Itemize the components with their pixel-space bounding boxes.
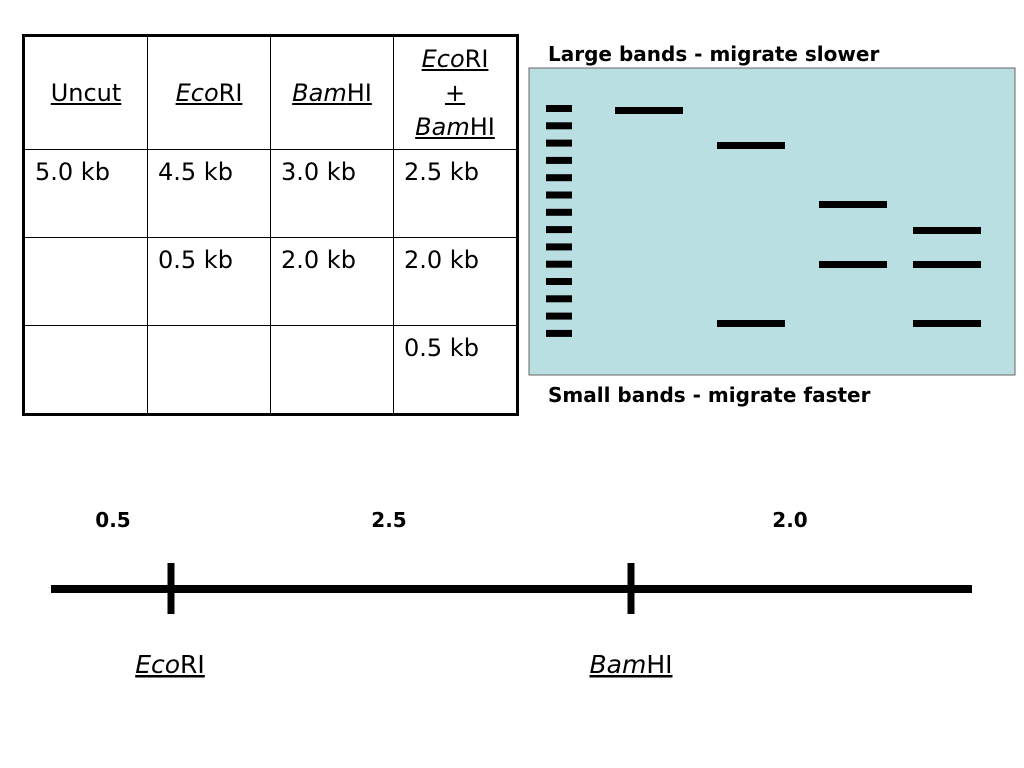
band xyxy=(717,320,785,327)
cell-text: 0.5 kb xyxy=(158,246,233,274)
cell: 4.5 kb xyxy=(147,149,271,238)
header-line: BamHI xyxy=(394,110,516,144)
ladder-band xyxy=(546,295,572,303)
text-segment: Bam xyxy=(292,79,347,107)
segment-length: 2.0 xyxy=(772,508,807,532)
text-segment: HI xyxy=(469,113,495,141)
text-segment: HI xyxy=(646,650,672,679)
text-segment: Eco xyxy=(421,45,465,73)
ladder-band xyxy=(546,208,572,216)
text-segment: Bam xyxy=(415,113,470,141)
gel xyxy=(528,67,1016,376)
bands xyxy=(615,107,981,327)
header-cell: Uncut xyxy=(23,35,148,150)
band xyxy=(819,201,887,208)
text-segment: Bam xyxy=(590,650,647,679)
cell-text: 5.0 kb xyxy=(35,158,110,186)
ladder xyxy=(546,105,572,337)
cell: 0.5 kb xyxy=(393,325,518,415)
band xyxy=(615,107,683,114)
gel-bottom-label: Small bands - migrate faster xyxy=(548,383,871,407)
band xyxy=(913,320,981,327)
cell-text: 2.0 kb xyxy=(281,246,356,274)
header-line: EcoRI xyxy=(148,76,270,110)
ladder-band xyxy=(546,105,572,112)
header-line: BamHI xyxy=(271,76,393,110)
band xyxy=(913,227,981,234)
header-cell: EcoRI xyxy=(147,35,271,150)
cell: 5.0 kb xyxy=(23,149,148,238)
text-segment: RI xyxy=(218,79,243,107)
ladder-band xyxy=(546,191,572,199)
map-labels: 0.5 2.5 2.0 EcoRI BamHI xyxy=(95,508,807,679)
ladder-band xyxy=(546,156,572,164)
text-segment: HI xyxy=(346,79,372,107)
text-segment: Eco xyxy=(135,650,180,679)
cell-text: 2.0 kb xyxy=(404,246,479,274)
site-label: BamHI xyxy=(590,650,673,679)
band xyxy=(819,261,887,268)
ladder-band xyxy=(546,139,572,147)
cell: 2.0 kb xyxy=(393,237,518,326)
cell-text: 4.5 kb xyxy=(158,158,233,186)
cell-text: 2.5 kb xyxy=(404,158,479,186)
ladder-band xyxy=(546,312,572,320)
header-line: Uncut xyxy=(25,76,147,110)
ladder-band xyxy=(546,226,572,234)
row: 0.5 kb 2.0 kb 2.0 kb xyxy=(23,237,518,326)
ladder-band xyxy=(546,243,572,251)
cell: 2.0 kb xyxy=(270,237,394,326)
text-segment: Eco xyxy=(175,79,219,107)
band xyxy=(913,261,981,268)
digest-table: Uncut EcoRI BamHI EcoRI + BamHI 5.0 kb 4.5 kb 3.… xyxy=(22,34,519,416)
band xyxy=(717,142,785,149)
gel-top-label: Large bands - migrate slower xyxy=(548,42,879,66)
row: 0.5 kb xyxy=(23,325,518,415)
text-segment: RI xyxy=(180,650,205,679)
cell: 2.5 kb xyxy=(393,149,518,238)
text-segment: Uncut xyxy=(50,79,122,107)
header-line: EcoRI xyxy=(394,42,516,76)
cell xyxy=(147,325,271,415)
site-label: EcoRI xyxy=(135,650,205,679)
ladder-band xyxy=(546,122,572,130)
cell xyxy=(23,325,148,415)
text-segment: RI xyxy=(464,45,489,73)
ladder-band xyxy=(546,174,572,182)
header-line: + xyxy=(394,76,516,110)
header-row: Uncut EcoRI BamHI EcoRI + BamHI xyxy=(23,35,518,150)
ladder-band xyxy=(546,260,572,268)
ladder-band xyxy=(546,329,572,337)
ladder-band xyxy=(546,278,572,285)
segment-length: 0.5 xyxy=(95,508,130,532)
cell: 0.5 kb xyxy=(147,237,271,326)
segment-length: 2.5 xyxy=(371,508,406,532)
text-segment: + xyxy=(444,79,466,107)
cell-text: 3.0 kb xyxy=(281,158,356,186)
header-cell: BamHI xyxy=(270,35,394,150)
cell-text: 0.5 kb xyxy=(404,334,479,362)
